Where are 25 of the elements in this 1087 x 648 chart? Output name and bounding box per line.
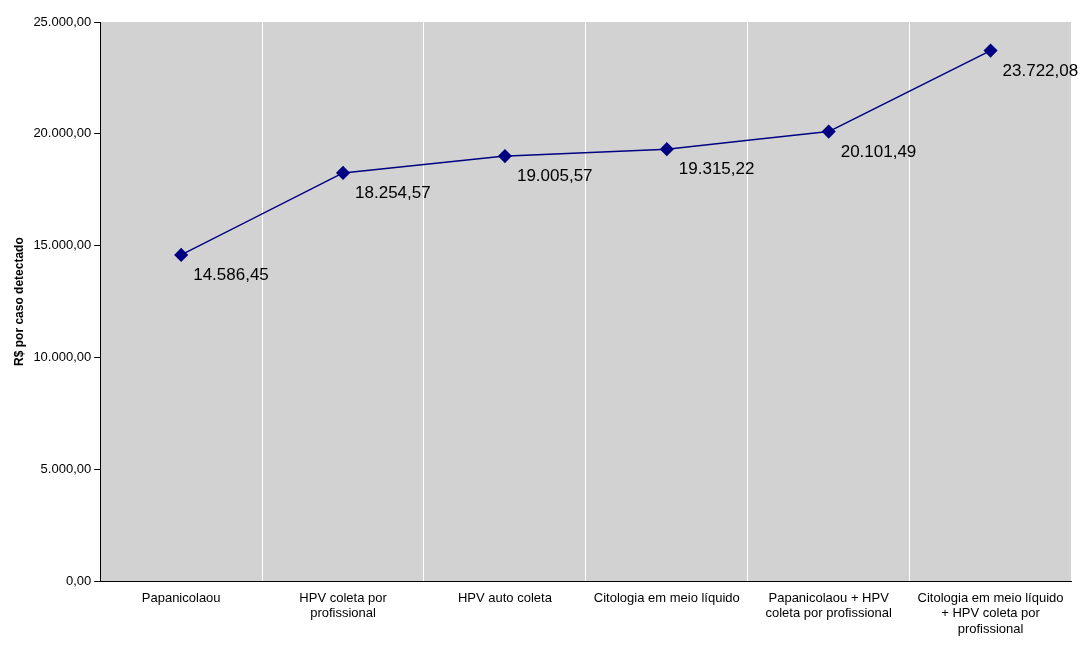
- x-tick-label: HPV auto coleta: [457, 589, 553, 605]
- x-tick-label: HPV coleta por profissional: [299, 589, 388, 621]
- point: [660, 142, 674, 156]
- x-tick-label: Papanicolaou + HPV coleta por profissional: [765, 589, 893, 621]
- data-label: 19.315,22: [678, 159, 755, 179]
- point: [174, 248, 188, 262]
- x-tick-label: Citologia em meio líquido: [593, 589, 740, 605]
- data-label: 19.005,57: [516, 166, 593, 186]
- point: [821, 124, 836, 139]
- y-tick-label: 0,00: [65, 572, 92, 588]
- x-tick-label: Papanicolaou: [141, 589, 221, 605]
- y-tick-label: 15.000,00: [33, 237, 92, 253]
- data-label: 14.586,45: [193, 265, 269, 285]
- x-tick-label: Citologia em meio líquido + HPV coleta por profissional: [917, 589, 1064, 636]
- data-label: 23.722,08: [1002, 60, 1079, 80]
- data-label: 20.101,49: [840, 141, 917, 161]
- y-tick-label: 25.000,00: [33, 13, 92, 29]
- y-tick-label: 5.000,00: [40, 460, 92, 476]
- data-label: 18.254,57: [355, 183, 431, 203]
- y-tick-label: 10.000,00: [33, 349, 92, 365]
- point: [336, 166, 350, 180]
- y-tick-label: 20.000,00: [33, 125, 92, 141]
- point: [983, 43, 998, 58]
- y-axis-title: R$ por caso detectado: [11, 237, 26, 366]
- point: [498, 149, 512, 163]
